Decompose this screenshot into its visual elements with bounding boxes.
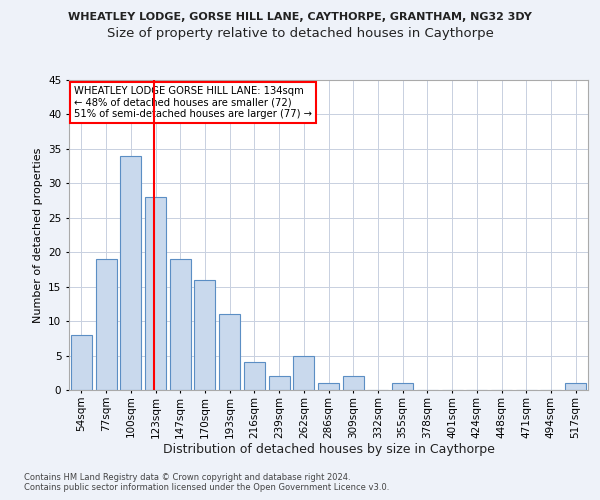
Bar	[170, 259, 191, 390]
Text: Distribution of detached houses by size in Caythorpe: Distribution of detached houses by size …	[163, 442, 495, 456]
Text: WHEATLEY LODGE GORSE HILL LANE: 134sqm
← 48% of detached houses are smaller (72): WHEATLEY LODGE GORSE HILL LANE: 134sqm ←…	[74, 86, 312, 120]
Text: Contains HM Land Registry data © Crown copyright and database right 2024.
Contai: Contains HM Land Registry data © Crown c…	[24, 472, 389, 492]
Text: WHEATLEY LODGE, GORSE HILL LANE, CAYTHORPE, GRANTHAM, NG32 3DY: WHEATLEY LODGE, GORSE HILL LANE, CAYTHOR…	[68, 12, 532, 22]
Bar	[95, 259, 116, 390]
Bar	[194, 280, 215, 390]
Bar	[120, 156, 141, 390]
Bar	[269, 376, 290, 390]
Bar	[293, 356, 314, 390]
Bar	[565, 383, 586, 390]
Text: Size of property relative to detached houses in Caythorpe: Size of property relative to detached ho…	[107, 28, 493, 40]
Bar	[71, 335, 92, 390]
Bar	[244, 362, 265, 390]
Bar	[392, 383, 413, 390]
Bar	[343, 376, 364, 390]
Y-axis label: Number of detached properties: Number of detached properties	[32, 148, 43, 322]
Bar	[219, 314, 240, 390]
Bar	[145, 197, 166, 390]
Bar	[318, 383, 339, 390]
